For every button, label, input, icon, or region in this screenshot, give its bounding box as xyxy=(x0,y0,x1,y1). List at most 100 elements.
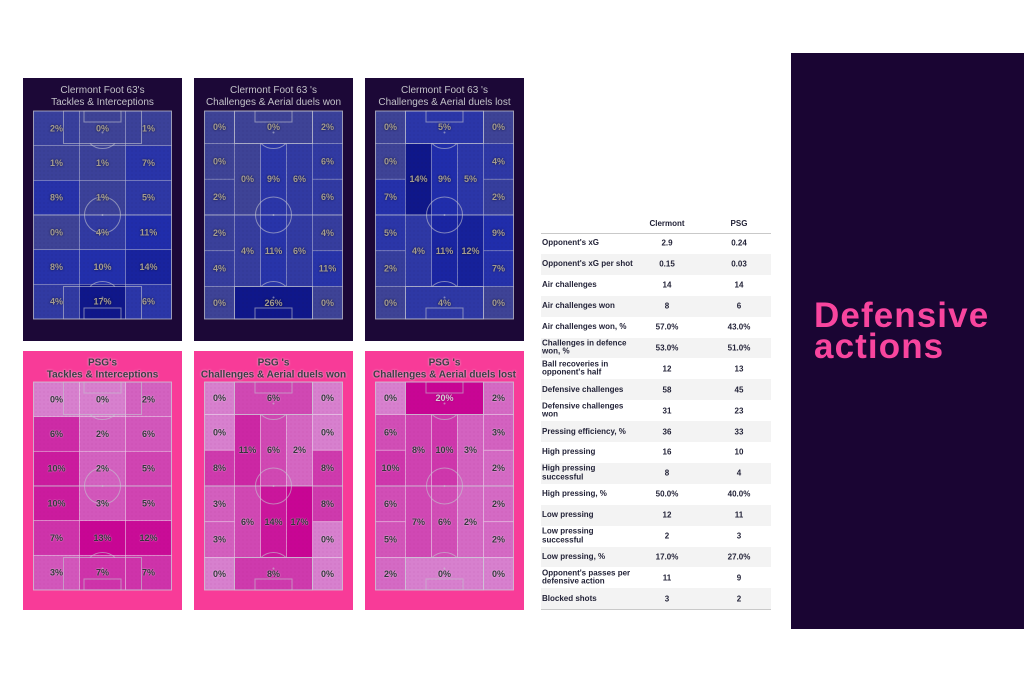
svg-text:2%: 2% xyxy=(96,429,109,439)
svg-text:17%: 17% xyxy=(290,517,308,527)
svg-text:0%: 0% xyxy=(96,123,109,133)
svg-text:6%: 6% xyxy=(384,499,397,509)
svg-text:0%: 0% xyxy=(96,394,109,404)
svg-text:8%: 8% xyxy=(50,262,63,272)
svg-text:1%: 1% xyxy=(96,193,109,203)
svg-text:0%: 0% xyxy=(384,393,397,403)
svg-text:4%: 4% xyxy=(492,156,505,166)
svg-text:PSG 's: PSG 's xyxy=(429,358,461,369)
svg-text:0%: 0% xyxy=(492,569,505,579)
svg-text:0%: 0% xyxy=(50,227,63,237)
svg-text:Clermont Foot 63 's: Clermont Foot 63 's xyxy=(230,85,317,96)
svg-text:0%: 0% xyxy=(384,298,397,308)
svg-text:14%: 14% xyxy=(139,262,157,272)
svg-text:11%: 11% xyxy=(239,445,257,455)
svg-text:2%: 2% xyxy=(492,192,505,202)
svg-text:10%: 10% xyxy=(381,463,399,473)
svg-text:11%: 11% xyxy=(140,227,158,237)
svg-text:4%: 4% xyxy=(213,264,226,274)
svg-text:0%: 0% xyxy=(321,427,334,437)
svg-text:Clermont Foot 63 's: Clermont Foot 63 's xyxy=(401,85,488,96)
svg-text:3%: 3% xyxy=(464,445,477,455)
svg-text:0%: 0% xyxy=(492,298,505,308)
svg-text:1%: 1% xyxy=(96,158,109,168)
svg-text:12%: 12% xyxy=(139,533,157,543)
svg-text:7%: 7% xyxy=(142,158,155,168)
svg-text:5%: 5% xyxy=(142,193,155,203)
svg-text:4%: 4% xyxy=(50,297,63,307)
svg-text:0%: 0% xyxy=(213,393,226,403)
svg-text:Challenges & Aerial duels lost: Challenges & Aerial duels lost xyxy=(378,97,511,108)
svg-text:8%: 8% xyxy=(213,463,226,473)
svg-text:6%: 6% xyxy=(241,517,254,527)
svg-text:2%: 2% xyxy=(96,464,109,474)
svg-text:2%: 2% xyxy=(213,228,226,238)
svg-text:PSG's: PSG's xyxy=(88,358,117,369)
svg-text:5%: 5% xyxy=(464,174,477,184)
svg-text:2%: 2% xyxy=(293,445,306,455)
svg-text:11%: 11% xyxy=(265,246,283,256)
svg-text:6%: 6% xyxy=(267,393,280,403)
svg-text:Clermont Foot 63's: Clermont Foot 63's xyxy=(60,85,144,96)
svg-text:0%: 0% xyxy=(321,569,334,579)
svg-text:8%: 8% xyxy=(321,499,334,509)
svg-text:Challenges & Aerial duels lost: Challenges & Aerial duels lost xyxy=(373,370,517,381)
svg-text:26%: 26% xyxy=(264,298,282,308)
svg-text:0%: 0% xyxy=(213,122,226,132)
svg-text:0%: 0% xyxy=(384,156,397,166)
svg-text:2%: 2% xyxy=(142,394,155,404)
svg-text:0%: 0% xyxy=(492,122,505,132)
svg-text:7%: 7% xyxy=(50,533,63,543)
svg-text:3%: 3% xyxy=(50,568,63,578)
svg-text:2%: 2% xyxy=(384,569,397,579)
svg-text:7%: 7% xyxy=(412,517,425,527)
svg-text:4%: 4% xyxy=(412,246,425,256)
svg-text:Tackles & Interceptions: Tackles & Interceptions xyxy=(51,97,154,108)
svg-text:14%: 14% xyxy=(409,174,427,184)
svg-text:6%: 6% xyxy=(438,517,451,527)
svg-text:7%: 7% xyxy=(384,192,397,202)
svg-text:6%: 6% xyxy=(293,246,306,256)
svg-text:1%: 1% xyxy=(50,158,63,168)
svg-text:0%: 0% xyxy=(50,394,63,404)
svg-text:0%: 0% xyxy=(213,427,226,437)
svg-text:5%: 5% xyxy=(142,464,155,474)
svg-text:6%: 6% xyxy=(142,429,155,439)
svg-text:0%: 0% xyxy=(321,535,334,545)
svg-text:8%: 8% xyxy=(267,569,280,579)
svg-text:5%: 5% xyxy=(384,535,397,545)
svg-text:4%: 4% xyxy=(321,228,334,238)
svg-text:2%: 2% xyxy=(492,393,505,403)
svg-text:12%: 12% xyxy=(461,246,479,256)
svg-text:6%: 6% xyxy=(293,174,306,184)
svg-text:2%: 2% xyxy=(384,264,397,274)
svg-text:6%: 6% xyxy=(321,192,334,202)
svg-text:2%: 2% xyxy=(464,517,477,527)
svg-text:10%: 10% xyxy=(435,445,453,455)
svg-text:20%: 20% xyxy=(435,393,453,403)
svg-text:4%: 4% xyxy=(241,246,254,256)
svg-text:10%: 10% xyxy=(47,464,65,474)
svg-text:17%: 17% xyxy=(93,297,111,307)
svg-text:2%: 2% xyxy=(50,123,63,133)
svg-text:6%: 6% xyxy=(267,445,280,455)
svg-text:6%: 6% xyxy=(50,429,63,439)
svg-text:1%: 1% xyxy=(142,123,155,133)
svg-text:0%: 0% xyxy=(321,393,334,403)
svg-text:2%: 2% xyxy=(321,122,334,132)
svg-text:6%: 6% xyxy=(384,427,397,437)
svg-text:0%: 0% xyxy=(241,174,254,184)
svg-text:7%: 7% xyxy=(142,568,155,578)
svg-text:2%: 2% xyxy=(492,535,505,545)
svg-text:6%: 6% xyxy=(321,156,334,166)
svg-text:4%: 4% xyxy=(438,298,451,308)
svg-text:0%: 0% xyxy=(321,298,334,308)
svg-text:8%: 8% xyxy=(321,463,334,473)
svg-text:7%: 7% xyxy=(492,264,505,274)
svg-text:13%: 13% xyxy=(93,533,111,543)
svg-text:PSG 's: PSG 's xyxy=(258,358,290,369)
svg-text:9%: 9% xyxy=(492,228,505,238)
svg-text:9%: 9% xyxy=(267,174,280,184)
svg-text:7%: 7% xyxy=(96,568,109,578)
svg-text:0%: 0% xyxy=(267,122,280,132)
